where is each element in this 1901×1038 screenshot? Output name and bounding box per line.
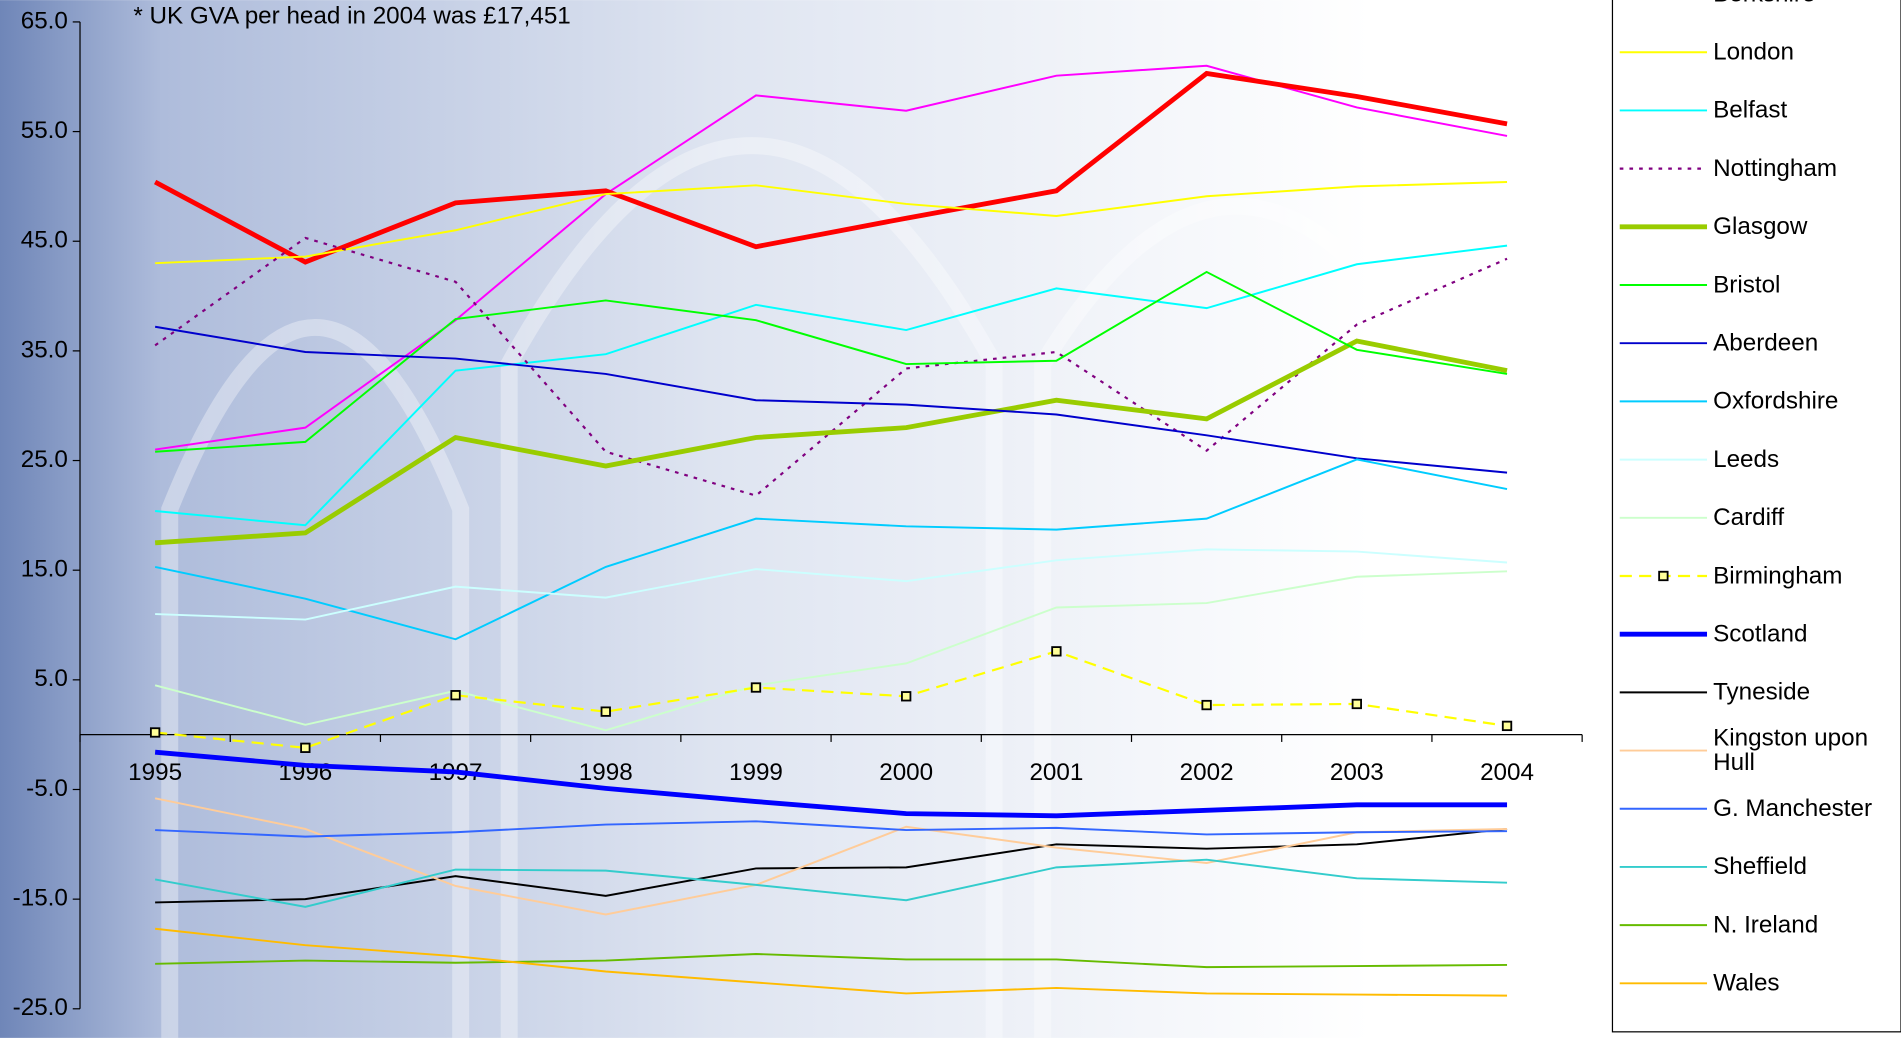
y-tick-label: 65.0 [21, 7, 68, 34]
x-tick-label: 2003 [1330, 759, 1384, 786]
legend-label: Aberdeen [1713, 314, 1895, 372]
point-marker [1503, 722, 1511, 730]
legend-item: G. Manchester [1713, 780, 1895, 838]
legend-label: Tyneside [1713, 663, 1895, 721]
x-tick-label: 2000 [879, 759, 933, 786]
legend-label: Cardiff [1713, 489, 1895, 547]
legend-label: Kingston upon Hull [1713, 721, 1895, 779]
legend-label: G. Manchester [1713, 780, 1895, 838]
y-tick-label: -5.0 [26, 775, 68, 802]
legend-item: Nottingham [1713, 140, 1895, 198]
legend-item: London [1713, 23, 1895, 81]
y-tick-label: -15.0 [13, 885, 68, 912]
legend-label: Sheffield [1713, 838, 1895, 896]
x-tick-label: 2004 [1480, 759, 1534, 786]
legend-label: Bristol [1713, 256, 1895, 314]
legend-item: Glasgow [1713, 198, 1895, 256]
legend-label: Belfast [1713, 81, 1895, 139]
legend-item: Scotland [1713, 605, 1895, 663]
legend-label: Wales [1713, 954, 1895, 1012]
legend-item: Aberdeen [1713, 314, 1895, 372]
legend-label: Glasgow [1713, 198, 1895, 256]
legend-item: Sheffield [1713, 838, 1895, 896]
y-tick-label: -25.0 [13, 994, 68, 1021]
point-marker [602, 707, 610, 715]
x-tick-label: 1995 [128, 759, 182, 786]
chart: * UK GVA per head in 2004 was £17,451 65… [0, 0, 1901, 1038]
legend-label: N. Ireland [1713, 896, 1895, 954]
point-marker [151, 728, 159, 736]
legend-label: Berkshire [1713, 0, 1895, 23]
x-tick-label: 1999 [729, 759, 783, 786]
legend-item: Tyneside [1713, 663, 1895, 721]
x-tick-label: 2002 [1180, 759, 1234, 786]
legend-label: Leeds [1713, 430, 1895, 488]
x-tick-label: 2001 [1029, 759, 1083, 786]
legend-label: Birmingham [1713, 547, 1895, 605]
legend-item: Cardiff [1713, 489, 1895, 547]
legend-item: Berkshire [1713, 0, 1895, 23]
legend-label: London [1713, 23, 1895, 81]
legend-label: Scotland [1713, 605, 1895, 663]
x-tick-label: 1998 [579, 759, 633, 786]
point-marker [1052, 647, 1060, 655]
point-marker [1353, 700, 1361, 708]
legend-item: Wales [1713, 954, 1895, 1012]
legend-label: Nottingham [1713, 140, 1895, 198]
annotation: * UK GVA per head in 2004 was £17,451 [133, 2, 570, 29]
point-marker [752, 683, 760, 691]
legend-item: Birmingham [1713, 547, 1895, 605]
point-marker [1202, 701, 1210, 709]
legend-item: Leeds [1713, 430, 1895, 488]
point-marker [301, 744, 309, 752]
y-tick-label: 25.0 [21, 446, 68, 473]
legend-item: Bristol [1713, 256, 1895, 314]
y-tick-label: 45.0 [21, 227, 68, 254]
y-tick-label: 55.0 [21, 117, 68, 144]
y-tick-label: 15.0 [21, 556, 68, 583]
y-tick-label: 5.0 [34, 665, 68, 692]
legend-item: Oxfordshire [1713, 372, 1895, 430]
y-tick-label: 35.0 [21, 336, 68, 363]
legend-label: Oxfordshire [1713, 372, 1895, 430]
page: * UK GVA per head in 2004 was £17,451 65… [0, 0, 1901, 1038]
point-marker [902, 692, 910, 700]
legend-item: Belfast [1713, 81, 1895, 139]
legend-marker [1659, 572, 1667, 580]
legend-item: N. Ireland [1713, 896, 1895, 954]
legend-item: Kingston upon Hull [1713, 721, 1895, 779]
point-marker [451, 691, 459, 699]
